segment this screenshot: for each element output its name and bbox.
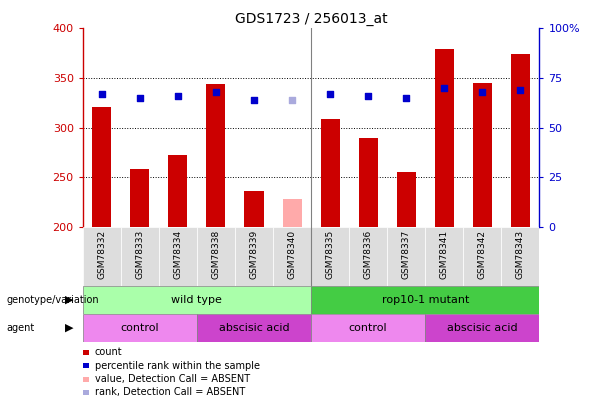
Text: GSM78343: GSM78343 xyxy=(516,230,525,279)
Point xyxy=(516,87,525,93)
Bar xyxy=(511,54,530,227)
Bar xyxy=(197,314,311,342)
Text: GSM78335: GSM78335 xyxy=(326,230,335,279)
Bar xyxy=(245,191,264,227)
Point xyxy=(326,91,335,97)
Text: wild type: wild type xyxy=(172,295,223,305)
Bar xyxy=(311,286,539,314)
Text: GSM78332: GSM78332 xyxy=(97,230,106,279)
Text: control: control xyxy=(121,323,159,333)
Text: GSM78336: GSM78336 xyxy=(364,230,373,279)
Bar xyxy=(473,83,492,227)
Text: GSM78342: GSM78342 xyxy=(478,230,487,279)
Text: ▶: ▶ xyxy=(65,323,74,333)
Text: GSM78337: GSM78337 xyxy=(402,230,411,279)
Text: GSM78341: GSM78341 xyxy=(440,230,449,279)
Bar xyxy=(131,169,150,227)
Bar xyxy=(359,139,378,227)
Text: rop10-1 mutant: rop10-1 mutant xyxy=(381,295,469,305)
Point xyxy=(135,94,145,101)
Bar xyxy=(425,227,463,286)
Text: rank, Detection Call = ABSENT: rank, Detection Call = ABSENT xyxy=(95,388,245,397)
Bar xyxy=(435,49,454,227)
Bar xyxy=(207,84,226,227)
Text: percentile rank within the sample: percentile rank within the sample xyxy=(95,361,260,371)
Bar xyxy=(121,227,159,286)
Bar xyxy=(311,227,349,286)
Bar xyxy=(397,172,416,227)
Text: value, Detection Call = ABSENT: value, Detection Call = ABSENT xyxy=(95,374,250,384)
Bar xyxy=(93,107,112,227)
Point xyxy=(173,93,183,99)
Text: GSM78334: GSM78334 xyxy=(173,230,183,279)
Bar xyxy=(83,286,311,314)
Bar xyxy=(349,227,387,286)
Text: control: control xyxy=(349,323,387,333)
Point xyxy=(364,93,373,99)
Text: GSM78333: GSM78333 xyxy=(135,230,144,279)
Text: agent: agent xyxy=(6,323,34,333)
Bar xyxy=(501,227,539,286)
Bar xyxy=(387,227,425,286)
Point xyxy=(287,96,297,103)
Text: ▶: ▶ xyxy=(65,295,74,305)
Text: abscisic acid: abscisic acid xyxy=(219,323,289,333)
Point xyxy=(440,85,449,91)
Bar xyxy=(311,314,425,342)
Bar xyxy=(235,227,273,286)
Point xyxy=(97,91,107,97)
Bar xyxy=(283,199,302,227)
Title: GDS1723 / 256013_at: GDS1723 / 256013_at xyxy=(235,12,387,26)
Bar xyxy=(83,227,121,286)
Bar xyxy=(83,314,197,342)
Text: genotype/variation: genotype/variation xyxy=(6,295,99,305)
Text: GSM78338: GSM78338 xyxy=(211,230,221,279)
Bar xyxy=(321,119,340,227)
Bar xyxy=(463,227,501,286)
Point xyxy=(211,89,221,95)
Point xyxy=(402,94,411,101)
Bar xyxy=(425,314,539,342)
Bar xyxy=(197,227,235,286)
Bar xyxy=(273,227,311,286)
Text: abscisic acid: abscisic acid xyxy=(447,323,517,333)
Point xyxy=(478,89,487,95)
Text: count: count xyxy=(95,347,123,357)
Text: GSM78339: GSM78339 xyxy=(249,230,259,279)
Point xyxy=(249,96,259,103)
Bar xyxy=(159,227,197,286)
Text: GSM78340: GSM78340 xyxy=(287,230,297,279)
Bar xyxy=(169,156,188,227)
